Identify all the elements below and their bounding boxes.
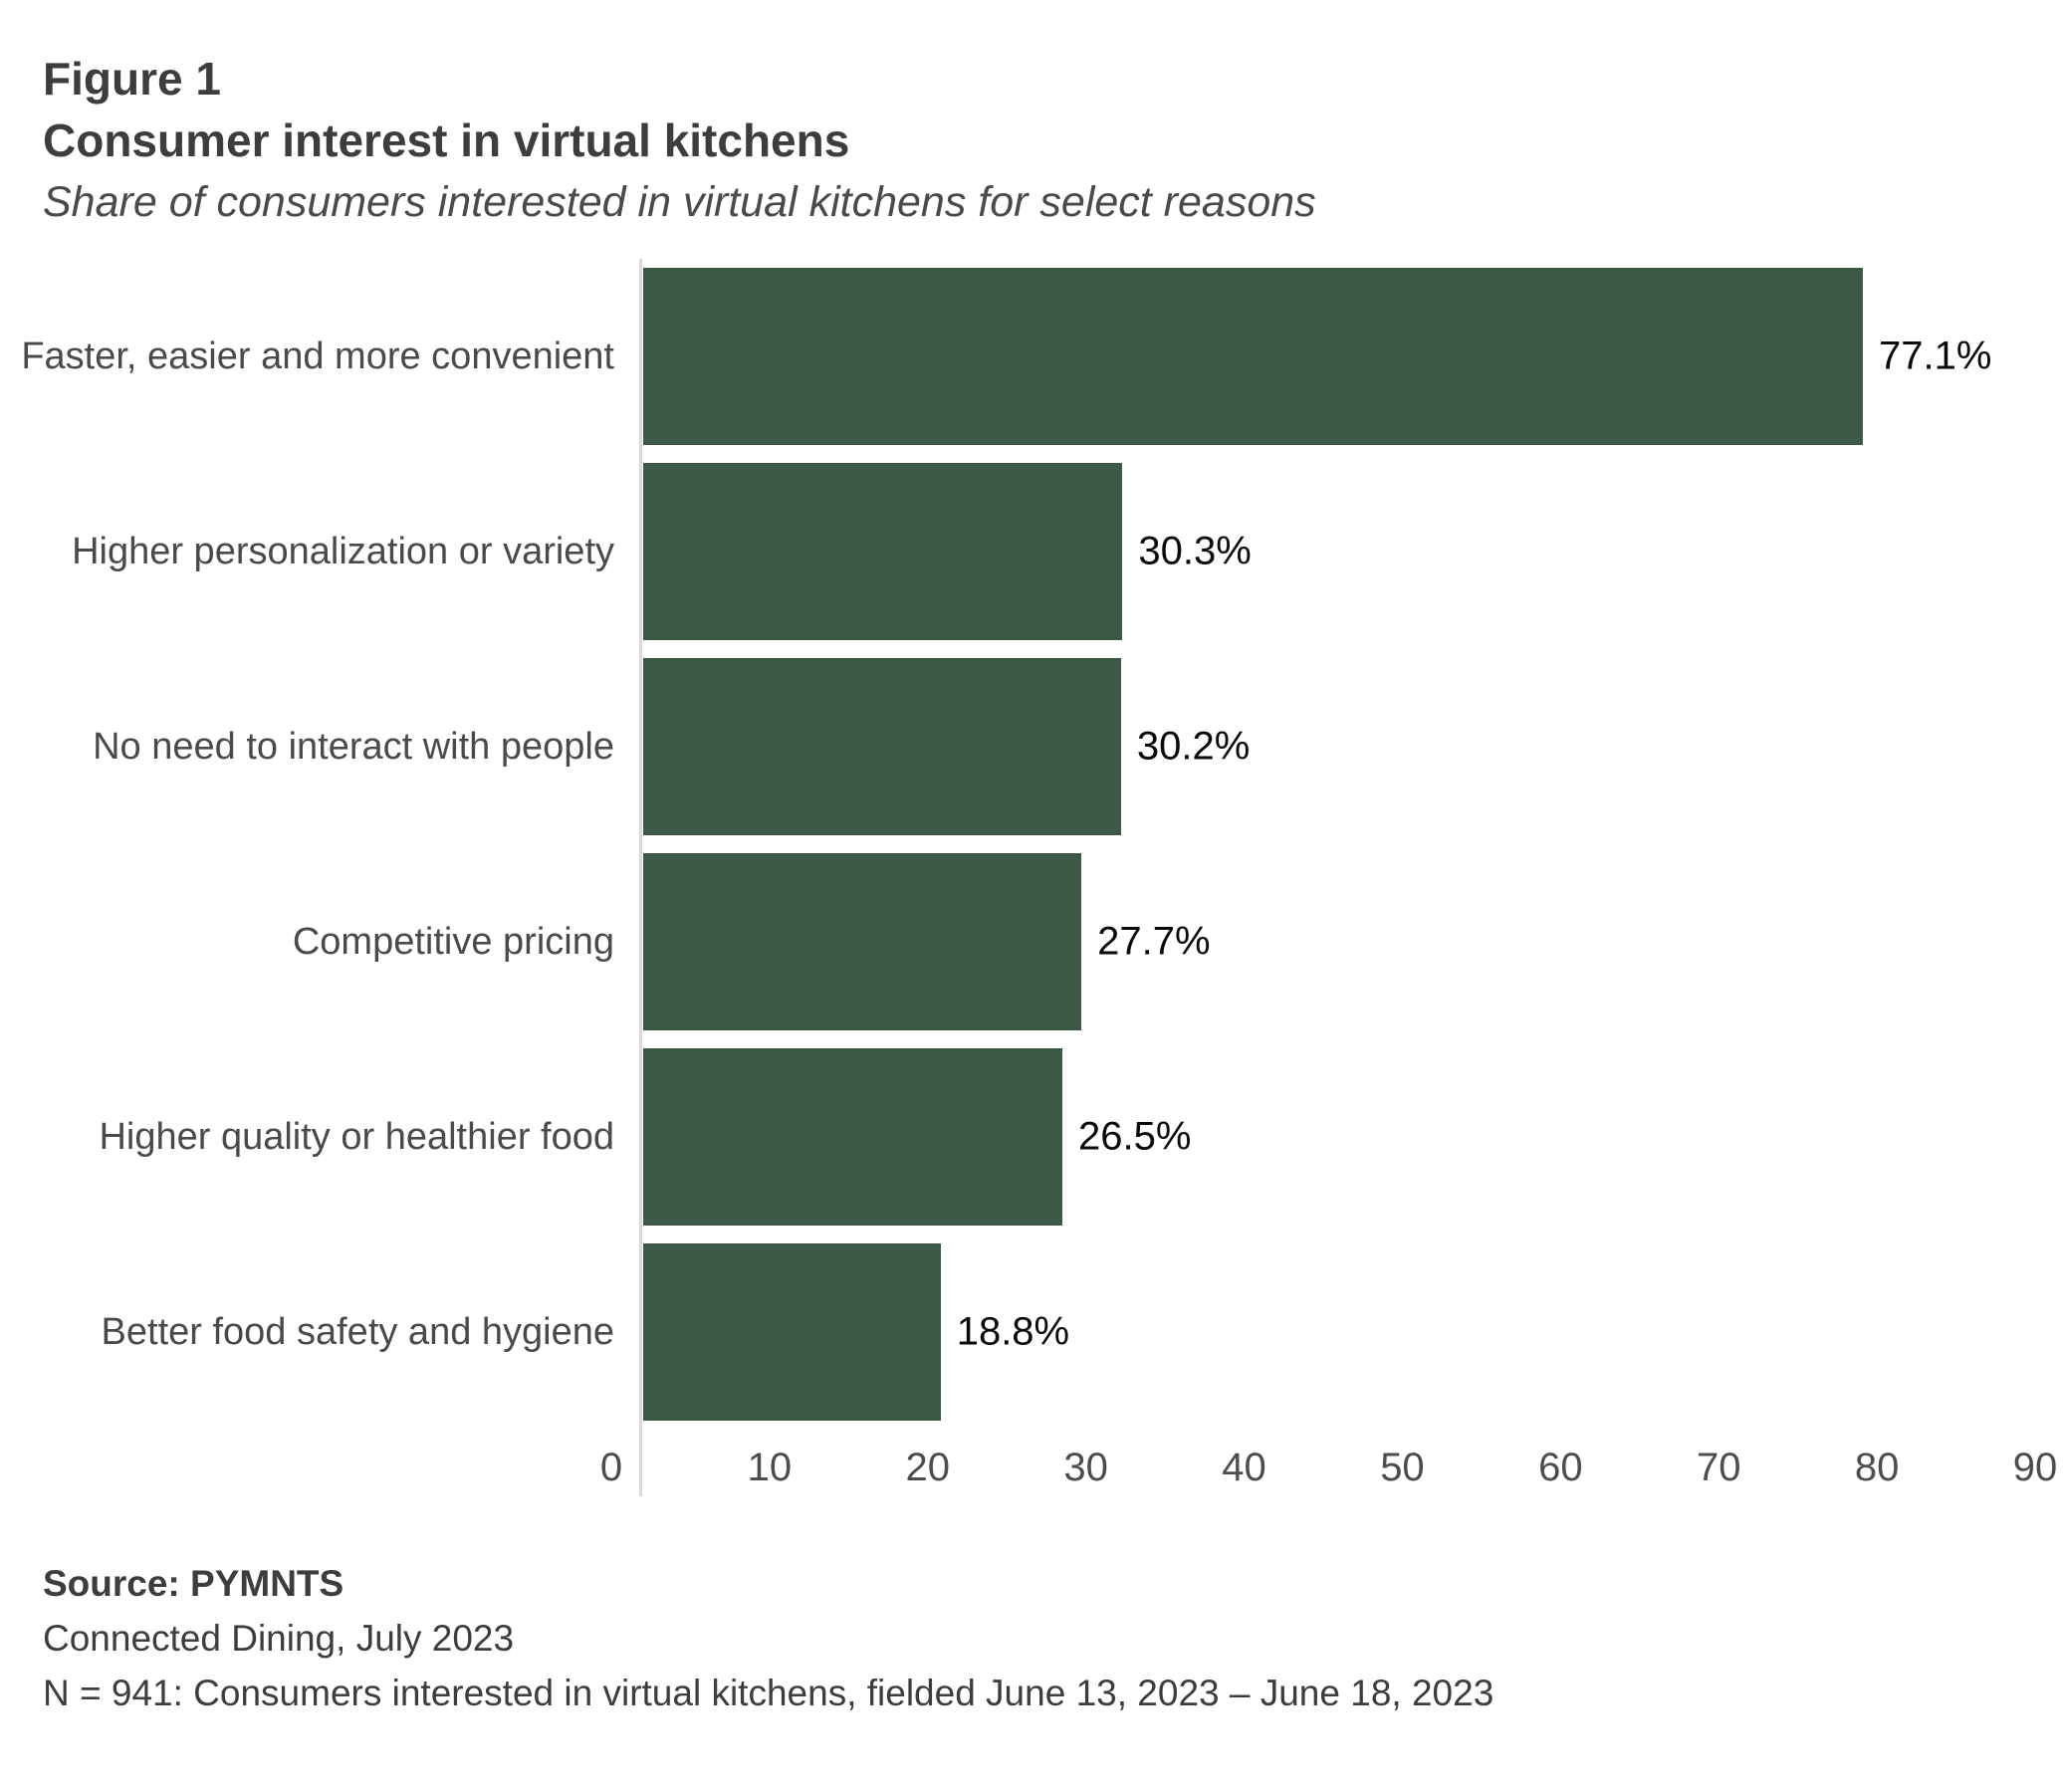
bar-cell: 26.5% [639,1048,2063,1226]
value-label: 27.7% [1097,919,1211,964]
chart-rows: Faster, easier and more convenient 77.1% H… [0,259,2063,1430]
category-label: Competitive pricing [292,921,614,963]
bar [643,853,1082,1030]
bar-chart: Faster, easier and more convenient 77.1% H… [0,259,2063,1507]
figure-title: Consumer interest in virtual kitchens [43,114,850,166]
x-axis-tick-label: 90 [2012,1446,2058,1489]
category-label: No need to interact with people [93,726,614,768]
category-label: Better food safety and hygiene [101,1311,614,1353]
x-axis-tick-label: 10 [747,1446,793,1489]
x-axis-tick-label: 80 [1854,1446,1900,1489]
bar-row: Faster, easier and more convenient 77.1% [0,259,2063,454]
bar [643,1243,941,1421]
x-axis-tick-label: 30 [1063,1446,1108,1489]
x-axis-tick-label: 0 [599,1446,623,1489]
bar-row: Higher quality or healthier food 26.5% [0,1039,2063,1234]
value-label: 30.3% [1138,529,1252,573]
bar-row: Competitive pricing 27.7% [0,844,2063,1039]
source-name: Source: PYMNTS [43,1563,344,1604]
bar-cell: 27.7% [639,853,2063,1030]
bar-cell: 18.8% [639,1243,2063,1421]
bar-row: Better food safety and hygiene 18.8% [0,1234,2063,1430]
source-report: Connected Dining, July 2023 [43,1618,515,1659]
y-axis-line [639,259,642,1496]
x-axis-tick-label: 50 [1380,1446,1425,1489]
source-block: Source: PYMNTS Connected Dining, July 20… [43,1556,1493,1720]
bar-row: No need to interact with people 30.2% [0,649,2063,844]
bar [643,268,1864,445]
x-axis-tick-label: 60 [1538,1446,1583,1489]
value-label: 77.1% [1879,334,1992,378]
figure-header: Figure 1 Consumer interest in virtual ki… [43,48,1316,233]
x-axis: 0 10 20 30 40 50 60 70 80 90 [600,1430,2063,1507]
bar [643,658,1121,835]
bar-cell: 77.1% [639,268,2063,445]
figure-label: Figure 1 [43,53,221,105]
bar-cell: 30.3% [639,463,2063,640]
x-axis-tick-label: 40 [1222,1446,1266,1489]
x-axis-tick-label: 70 [1696,1446,1741,1489]
value-label: 18.8% [956,1309,1070,1354]
bar [643,463,1123,640]
category-label: Higher quality or healthier food [99,1116,614,1158]
source-sample-note: N = 941: Consumers interested in virtual… [43,1673,1494,1713]
category-label: Higher personalization or variety [72,531,614,572]
bar [643,1048,1063,1226]
value-label: 26.5% [1078,1114,1192,1159]
x-axis-tick-label: 20 [905,1446,951,1489]
value-label: 30.2% [1136,724,1251,769]
bar-cell: 30.2% [639,658,2063,835]
figure-subtitle: Share of consumers interested in virtual… [43,178,1316,226]
category-label: Faster, easier and more convenient [21,336,614,377]
bar-row: Higher personalization or variety 30.3% [0,454,2063,649]
